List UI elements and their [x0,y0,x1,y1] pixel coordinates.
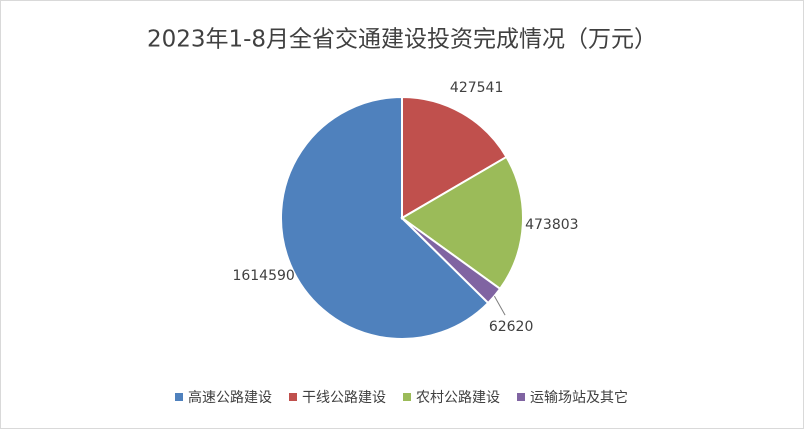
legend-label: 农村公路建设 [416,390,500,406]
legend-swatch [289,393,297,401]
pie-slice [400,155,524,291]
legend-swatch [403,393,411,401]
data-label: 62620 [489,319,534,335]
legend-label: 高速公路建设 [188,389,272,406]
legend-swatch [175,393,183,401]
leader-line [493,295,506,316]
chart-title: 2023年1-8月全省交通建设投资完成情况（万元） [147,27,657,53]
data-label: 1614590 [232,268,294,284]
data-label: 427541 [450,80,503,96]
pie-slice [401,95,508,220]
legend-label: 运输场站及其它 [530,389,628,406]
legend-label: 干线公路建设 [302,390,386,406]
legend-swatch [517,393,525,401]
pie-slice [280,95,490,340]
data-label: 473803 [525,217,578,233]
